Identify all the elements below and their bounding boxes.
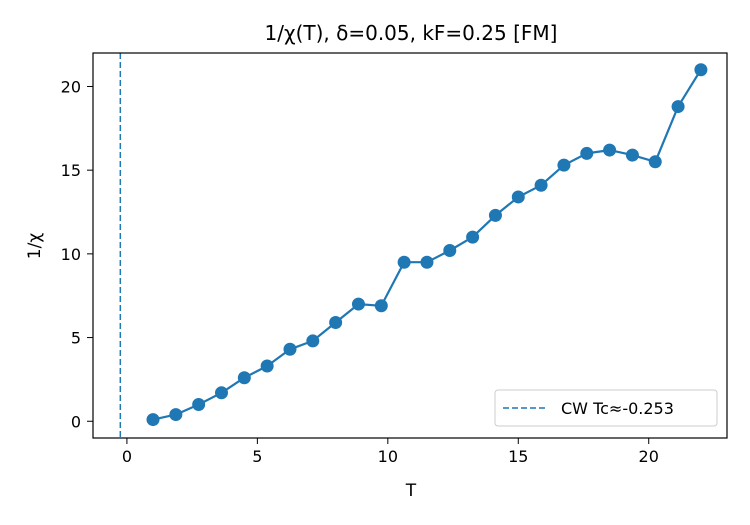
data-point bbox=[671, 100, 685, 114]
data-point bbox=[260, 359, 274, 373]
legend-box bbox=[494, 389, 718, 427]
data-point bbox=[443, 244, 457, 258]
data-point bbox=[169, 408, 183, 422]
data-point bbox=[397, 255, 411, 269]
legend-label-cw-tc: CW Tc≈-0.253 bbox=[561, 399, 674, 418]
data-point bbox=[488, 208, 502, 222]
y-tick-label: 10 bbox=[61, 245, 81, 264]
data-point bbox=[351, 297, 365, 311]
data-point bbox=[625, 148, 639, 162]
series-line bbox=[152, 69, 702, 421]
chart-title: 1/χ(T), δ=0.05, kF=0.25 [FM] bbox=[265, 21, 558, 45]
data-point bbox=[694, 63, 708, 77]
series-layer bbox=[146, 63, 708, 427]
y-tick-label: 20 bbox=[61, 77, 81, 96]
data-point bbox=[374, 299, 388, 313]
y-axis-label: 1/χ bbox=[25, 233, 45, 260]
x-tick-label: 0 bbox=[122, 447, 132, 466]
data-point bbox=[420, 255, 434, 269]
data-point bbox=[580, 146, 594, 160]
data-point bbox=[466, 230, 480, 244]
x-tick-label: 10 bbox=[378, 447, 398, 466]
x-axis-label: T bbox=[405, 481, 417, 501]
data-point bbox=[648, 155, 662, 169]
data-point bbox=[283, 342, 297, 356]
x-tick-label: 5 bbox=[252, 447, 262, 466]
y-axis-ticks: 0 5 10 15 20 bbox=[61, 77, 93, 431]
x-tick-label: 20 bbox=[639, 447, 659, 466]
data-point bbox=[603, 143, 617, 157]
data-point bbox=[557, 158, 571, 172]
y-tick-label: 5 bbox=[71, 329, 81, 348]
data-point bbox=[534, 178, 548, 192]
y-tick-label: 15 bbox=[61, 161, 81, 180]
x-tick-label: 15 bbox=[508, 447, 528, 466]
data-point bbox=[146, 413, 160, 427]
data-point bbox=[329, 316, 343, 329]
x-axis-ticks: 0 5 10 15 20 bbox=[122, 438, 659, 466]
y-tick-label: 0 bbox=[71, 412, 81, 431]
data-point bbox=[192, 398, 206, 412]
legend: CW Tc≈-0.253 bbox=[494, 389, 718, 427]
data-point bbox=[237, 371, 251, 385]
data-point bbox=[214, 386, 228, 400]
data-point bbox=[511, 190, 525, 204]
data-point bbox=[306, 334, 320, 348]
plot-frame bbox=[92, 52, 728, 439]
